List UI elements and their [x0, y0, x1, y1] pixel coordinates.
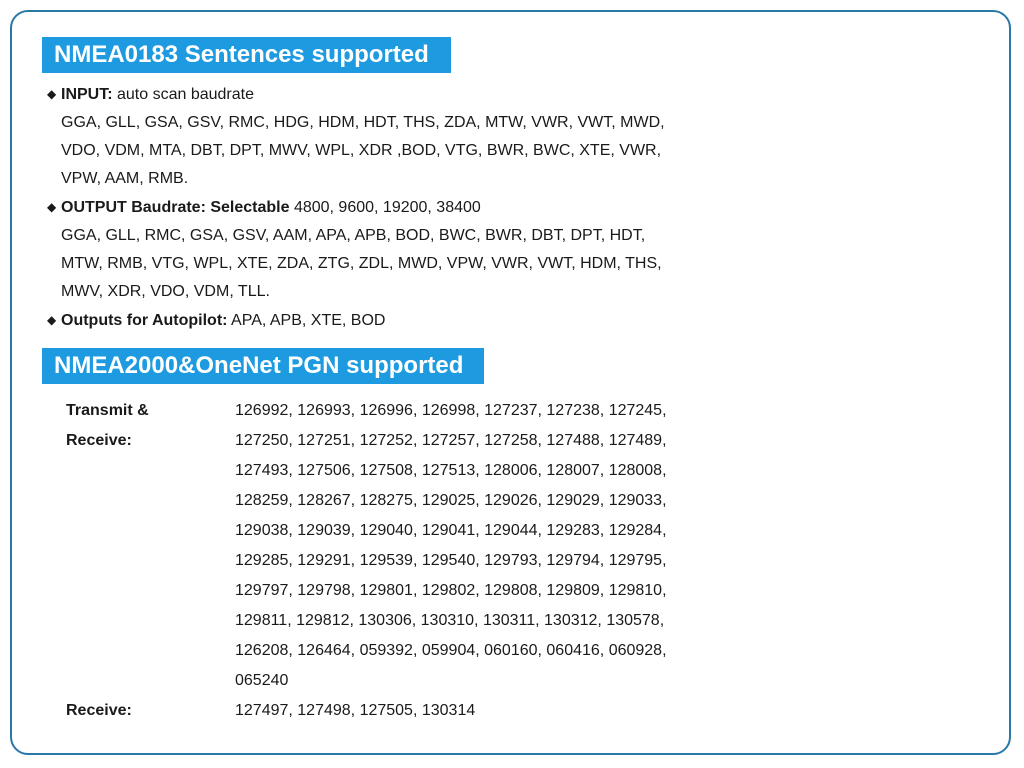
receive-values: 127497, 127498, 127505, 130314	[235, 696, 667, 726]
bullet-icon: ◆	[47, 87, 57, 101]
output-sentence-line: MTW, RMB, VTG, WPL, XTE, ZDA, ZTG, ZDL, …	[61, 255, 662, 272]
receive-label: Receive:	[66, 702, 132, 719]
output-sentences: GGA, GLL, RMC, GSA, GSV, AAM, APA, APB, …	[47, 222, 665, 306]
transmit-receive-row: Transmit & Receive: 126992, 126993, 1269…	[66, 396, 667, 696]
pgn-line: 127497, 127498, 127505, 130314	[235, 702, 476, 719]
autopilot-text: APA, APB, XTE, BOD	[227, 312, 386, 329]
output-label: OUTPUT Baudrate: Selectable	[61, 199, 290, 216]
pgn-line: 129285, 129291, 129539, 129540, 129793, …	[235, 552, 667, 569]
pgn-line: 128259, 128267, 128275, 129025, 129026, …	[235, 492, 667, 509]
input-line: ◆ INPUT: auto scan baudrate	[47, 80, 665, 109]
transmit-receive-label: Transmit & Receive:	[66, 396, 216, 456]
input-sentences: GGA, GLL, GSA, GSV, RMC, HDG, HDM, HDT, …	[47, 109, 665, 193]
receive-row: Receive: 127497, 127498, 127505, 130314	[66, 696, 667, 726]
transmit-receive-label-line: Receive:	[66, 432, 132, 449]
pgn-line: 127493, 127506, 127508, 127513, 128006, …	[235, 462, 667, 479]
output-sentence-line: GGA, GLL, RMC, GSA, GSV, AAM, APA, APB, …	[61, 227, 646, 244]
pgn-line: 129038, 129039, 129040, 129041, 129044, …	[235, 522, 667, 539]
input-text: auto scan baudrate	[112, 86, 254, 103]
output-text: 4800, 9600, 19200, 38400	[289, 199, 481, 216]
input-sentence-line: VPW, AAM, RMB.	[61, 170, 189, 187]
input-sentence-line: VDO, VDM, MTA, DBT, DPT, MWV, WPL, XDR ,…	[61, 142, 662, 159]
pgn-line: 129811, 129812, 130306, 130310, 130311, …	[235, 612, 665, 629]
bullet-icon: ◆	[47, 313, 57, 327]
nmea2000-header: NMEA2000&OneNet PGN supported	[42, 348, 484, 384]
transmit-receive-label-line: Transmit &	[66, 402, 149, 419]
pgn-line: 065240	[235, 672, 289, 689]
input-label: INPUT:	[61, 86, 113, 103]
output-sentence-line: MWV, XDR, VDO, VDM, TLL.	[61, 283, 270, 300]
nmea0183-header: NMEA0183 Sentences supported	[42, 37, 451, 73]
pgn-table: Transmit & Receive: 126992, 126993, 1269…	[66, 396, 667, 726]
pgn-line: 129797, 129798, 129801, 129802, 129808, …	[235, 582, 667, 599]
bullet-icon: ◆	[47, 200, 57, 214]
output-line: ◆ OUTPUT Baudrate: Selectable 4800, 9600,…	[47, 193, 665, 222]
input-sentence-line: GGA, GLL, GSA, GSV, RMC, HDG, HDM, HDT, …	[61, 114, 665, 131]
autopilot-line: ◆ Outputs for Autopilot: APA, APB, XTE, B…	[47, 306, 665, 335]
pgn-line: 127250, 127251, 127252, 127257, 127258, …	[235, 432, 667, 449]
pgn-line: 126992, 126993, 126996, 126998, 127237, …	[235, 402, 667, 419]
pgn-line: 126208, 126464, 059392, 059904, 060160, …	[235, 642, 667, 659]
nmea0183-list: ◆ INPUT: auto scan baudrate GGA, GLL, GSA…	[47, 80, 665, 335]
transmit-receive-values: 126992, 126993, 126996, 126998, 127237, …	[235, 396, 667, 696]
autopilot-label: Outputs for Autopilot:	[61, 312, 228, 329]
